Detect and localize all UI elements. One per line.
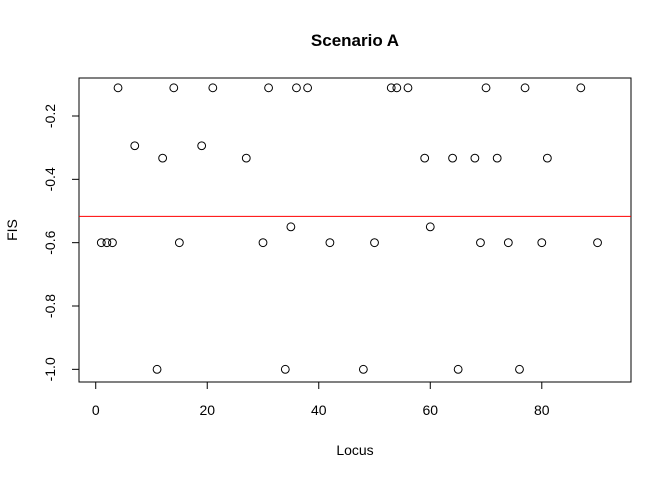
data-point — [152, 364, 162, 374]
x-axis-label: Locus — [336, 442, 373, 458]
y-tick-label: -1.0 — [42, 357, 58, 381]
data-point — [96, 238, 106, 248]
data-point — [280, 364, 290, 374]
y-axis: -1.0 -0.8 -0.6 -0.4 -0.2 — [42, 104, 80, 381]
data-points — [96, 83, 602, 374]
data-point — [593, 238, 602, 248]
data-point — [208, 83, 218, 93]
y-tick-label: -0.8 — [42, 294, 58, 318]
data-point — [448, 153, 457, 163]
data-point — [420, 153, 430, 163]
chart-title: Scenario A — [311, 31, 399, 50]
y-tick-label: -0.6 — [42, 230, 58, 254]
y-axis-label: FIS — [4, 219, 20, 241]
data-point — [370, 238, 379, 248]
data-point — [481, 83, 491, 93]
data-point — [520, 83, 530, 93]
data-point — [386, 83, 396, 93]
data-point — [358, 364, 368, 374]
data-point — [169, 83, 179, 93]
data-point — [292, 83, 301, 93]
data-point — [425, 222, 435, 232]
data-point — [470, 153, 480, 163]
data-point — [542, 153, 552, 163]
x-axis: 0 20 40 60 80 — [92, 381, 550, 418]
data-point — [258, 238, 268, 248]
data-point — [392, 83, 402, 93]
data-point — [537, 238, 547, 248]
x-tick-label: 40 — [311, 402, 327, 418]
data-point — [325, 238, 335, 248]
y-tick-label: -0.2 — [42, 104, 58, 128]
data-point — [492, 153, 502, 163]
data-point — [241, 153, 251, 163]
x-tick-label: 0 — [92, 402, 100, 418]
data-point — [286, 222, 296, 232]
data-point — [453, 364, 463, 374]
data-point — [576, 83, 586, 93]
data-point — [503, 238, 513, 248]
data-point — [158, 153, 168, 163]
x-tick-label: 20 — [199, 402, 215, 418]
data-point — [174, 238, 184, 248]
data-point — [102, 238, 112, 248]
data-point — [403, 83, 413, 93]
data-point — [476, 238, 485, 248]
y-tick-label: -0.4 — [42, 167, 58, 191]
x-tick-label: 60 — [422, 402, 438, 418]
x-tick-label: 80 — [534, 402, 550, 418]
data-point — [264, 83, 273, 93]
data-point — [303, 83, 313, 93]
data-point — [197, 141, 207, 151]
data-point — [515, 364, 524, 374]
data-point — [108, 238, 117, 248]
plot-frame — [78, 77, 632, 383]
data-point — [130, 141, 140, 151]
data-point — [113, 83, 123, 93]
